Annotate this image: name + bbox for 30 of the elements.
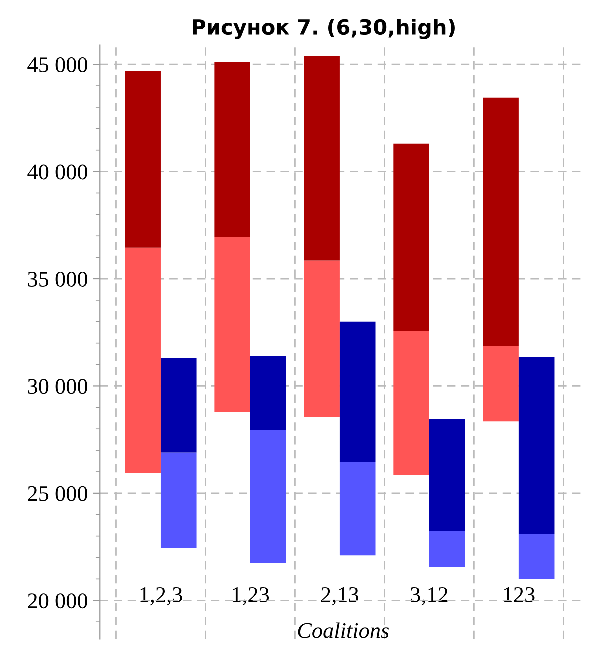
y-tick-label: 20 000 xyxy=(28,594,88,609)
bar xyxy=(250,356,286,430)
x-axis-title: Coalitions xyxy=(298,622,390,638)
bar xyxy=(340,462,376,556)
bar xyxy=(483,346,519,422)
y-tick-label: 40 000 xyxy=(28,164,88,180)
bar xyxy=(160,358,197,453)
x-tick-label: 1,23 xyxy=(232,587,270,606)
bar xyxy=(125,71,161,248)
bar xyxy=(304,56,340,261)
bar xyxy=(518,534,555,580)
bar xyxy=(250,430,286,564)
bar xyxy=(429,419,466,531)
bar xyxy=(429,530,466,568)
bar xyxy=(125,248,161,474)
bar xyxy=(394,144,430,332)
bar xyxy=(340,322,376,462)
bar xyxy=(214,62,250,238)
bar xyxy=(518,357,555,534)
bar xyxy=(160,452,197,548)
bar xyxy=(483,98,519,347)
x-tick-label: 3,12 xyxy=(411,587,448,606)
y-tick-label: 35 000 xyxy=(28,272,88,287)
y-tick-label: 25 000 xyxy=(28,486,88,502)
y-tick-label: 45 000 xyxy=(28,58,88,73)
chart-title: Рисунок 7. (6,30,high) xyxy=(193,18,455,40)
y-tick-label: 30 000 xyxy=(28,379,88,394)
bar xyxy=(304,260,340,418)
bar xyxy=(214,237,250,412)
bar xyxy=(394,332,430,476)
